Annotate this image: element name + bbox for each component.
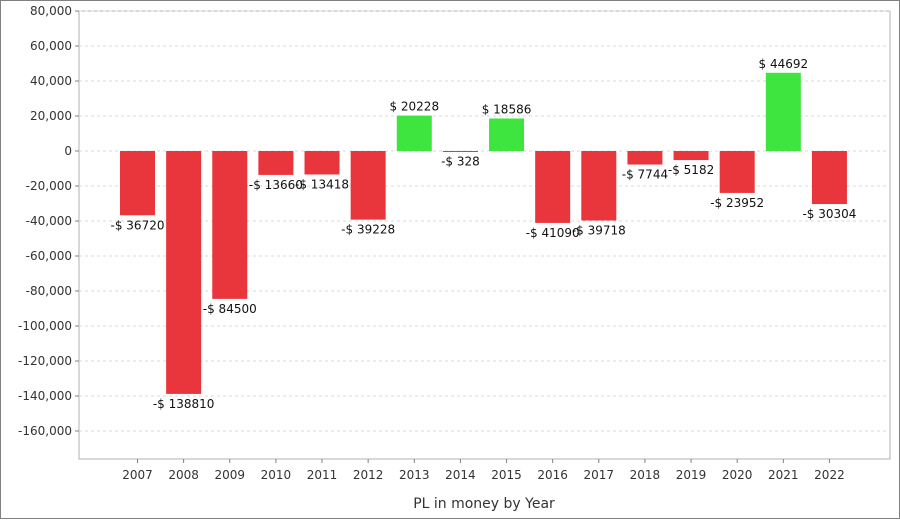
- y-tick-label: 60,000: [30, 39, 72, 53]
- y-tick-label: 40,000: [30, 74, 72, 88]
- x-tick-label-2021: 2021: [768, 468, 799, 482]
- bar-2007: [120, 151, 155, 216]
- bar-2019: [673, 151, 709, 161]
- x-tick-label-2022: 2022: [814, 468, 845, 482]
- bar-2014: [442, 151, 478, 152]
- bar-2015: [489, 118, 525, 151]
- data-label-2012: -$ 39228: [341, 223, 395, 237]
- bar-2010: [258, 151, 294, 175]
- data-label-2010: -$ 13660: [249, 178, 303, 192]
- y-tick-label: -100,000: [18, 319, 72, 333]
- x-tick-label-2015: 2015: [491, 468, 522, 482]
- y-tick-label: -140,000: [18, 389, 72, 403]
- bar-2008: [166, 151, 202, 394]
- data-label-2020: -$ 23952: [710, 196, 764, 210]
- data-label-2009: -$ 84500: [203, 302, 257, 316]
- data-label-2011: -$ 13418: [295, 177, 349, 191]
- y-axis-ticks: 80,000 60,000 40,000 20,000 0 -20,000 -40,000 -…: [18, 4, 79, 438]
- data-label-2017: -$ 39718: [572, 224, 626, 238]
- data-label-2019: -$ 5182: [668, 163, 714, 177]
- bar-2013: [396, 115, 432, 151]
- bar-2009: [212, 151, 248, 299]
- x-tick-label-2016: 2016: [537, 468, 568, 482]
- data-label-2016: -$ 41090: [526, 226, 580, 240]
- bar-2020: [719, 151, 755, 193]
- bar-2022: [811, 151, 847, 205]
- x-tick-label-2009: 2009: [214, 468, 245, 482]
- data-label-2022: -$ 30304: [802, 207, 856, 221]
- x-tick-label-2017: 2017: [584, 468, 615, 482]
- bar-2012: [350, 151, 386, 220]
- y-tick-label: -160,000: [18, 424, 72, 438]
- x-tick-label-2018: 2018: [630, 468, 661, 482]
- bar-2016: [535, 151, 571, 223]
- data-label-2013: $ 20228: [389, 100, 439, 114]
- x-tick-label-2013: 2013: [399, 468, 430, 482]
- data-labels: -$ 36720 -$ 138810 -$ 84500 -$ 13660-$ 1341…: [111, 57, 857, 411]
- bar-2017: [581, 151, 617, 221]
- y-tick-label: -60,000: [26, 249, 72, 263]
- y-tick-label: -120,000: [18, 354, 72, 368]
- data-label-2014: -$ 328: [441, 155, 480, 169]
- x-tick-label-2008: 2008: [168, 468, 199, 482]
- data-label-2007: -$ 36720: [111, 218, 165, 232]
- x-tick-label-2019: 2019: [676, 468, 707, 482]
- data-label-2015: $ 18586: [482, 102, 532, 116]
- x-tick-label-2011: 2011: [307, 468, 338, 482]
- bar-2021: [765, 72, 801, 151]
- data-label-2018: -$ 7744: [622, 168, 668, 182]
- x-tick-label-2007: 2007: [122, 468, 153, 482]
- data-label-2021: $ 44692: [759, 57, 809, 71]
- x-axis-ticks: 2007 2008 2009 2010 2011 2012 2013 2014 2015 2016…: [122, 459, 845, 482]
- x-tick-label-2014: 2014: [445, 468, 476, 482]
- y-tick-label: -40,000: [26, 214, 72, 228]
- x-tick-label-2012: 2012: [353, 468, 384, 482]
- bars: [120, 72, 847, 394]
- y-tick-label: -20,000: [26, 179, 72, 193]
- x-axis-title: PL in money by Year: [413, 496, 555, 512]
- y-tick-label: 80,000: [30, 4, 72, 18]
- bar-2018: [627, 151, 663, 165]
- y-tick-label: 0: [64, 144, 72, 158]
- x-tick-label-2020: 2020: [722, 468, 753, 482]
- bar-2011: [304, 151, 340, 175]
- y-tick-label: 20,000: [30, 109, 72, 123]
- y-tick-label: -80,000: [26, 284, 72, 298]
- x-tick-label-2010: 2010: [261, 468, 292, 482]
- data-label-2008: -$ 138810: [153, 397, 215, 411]
